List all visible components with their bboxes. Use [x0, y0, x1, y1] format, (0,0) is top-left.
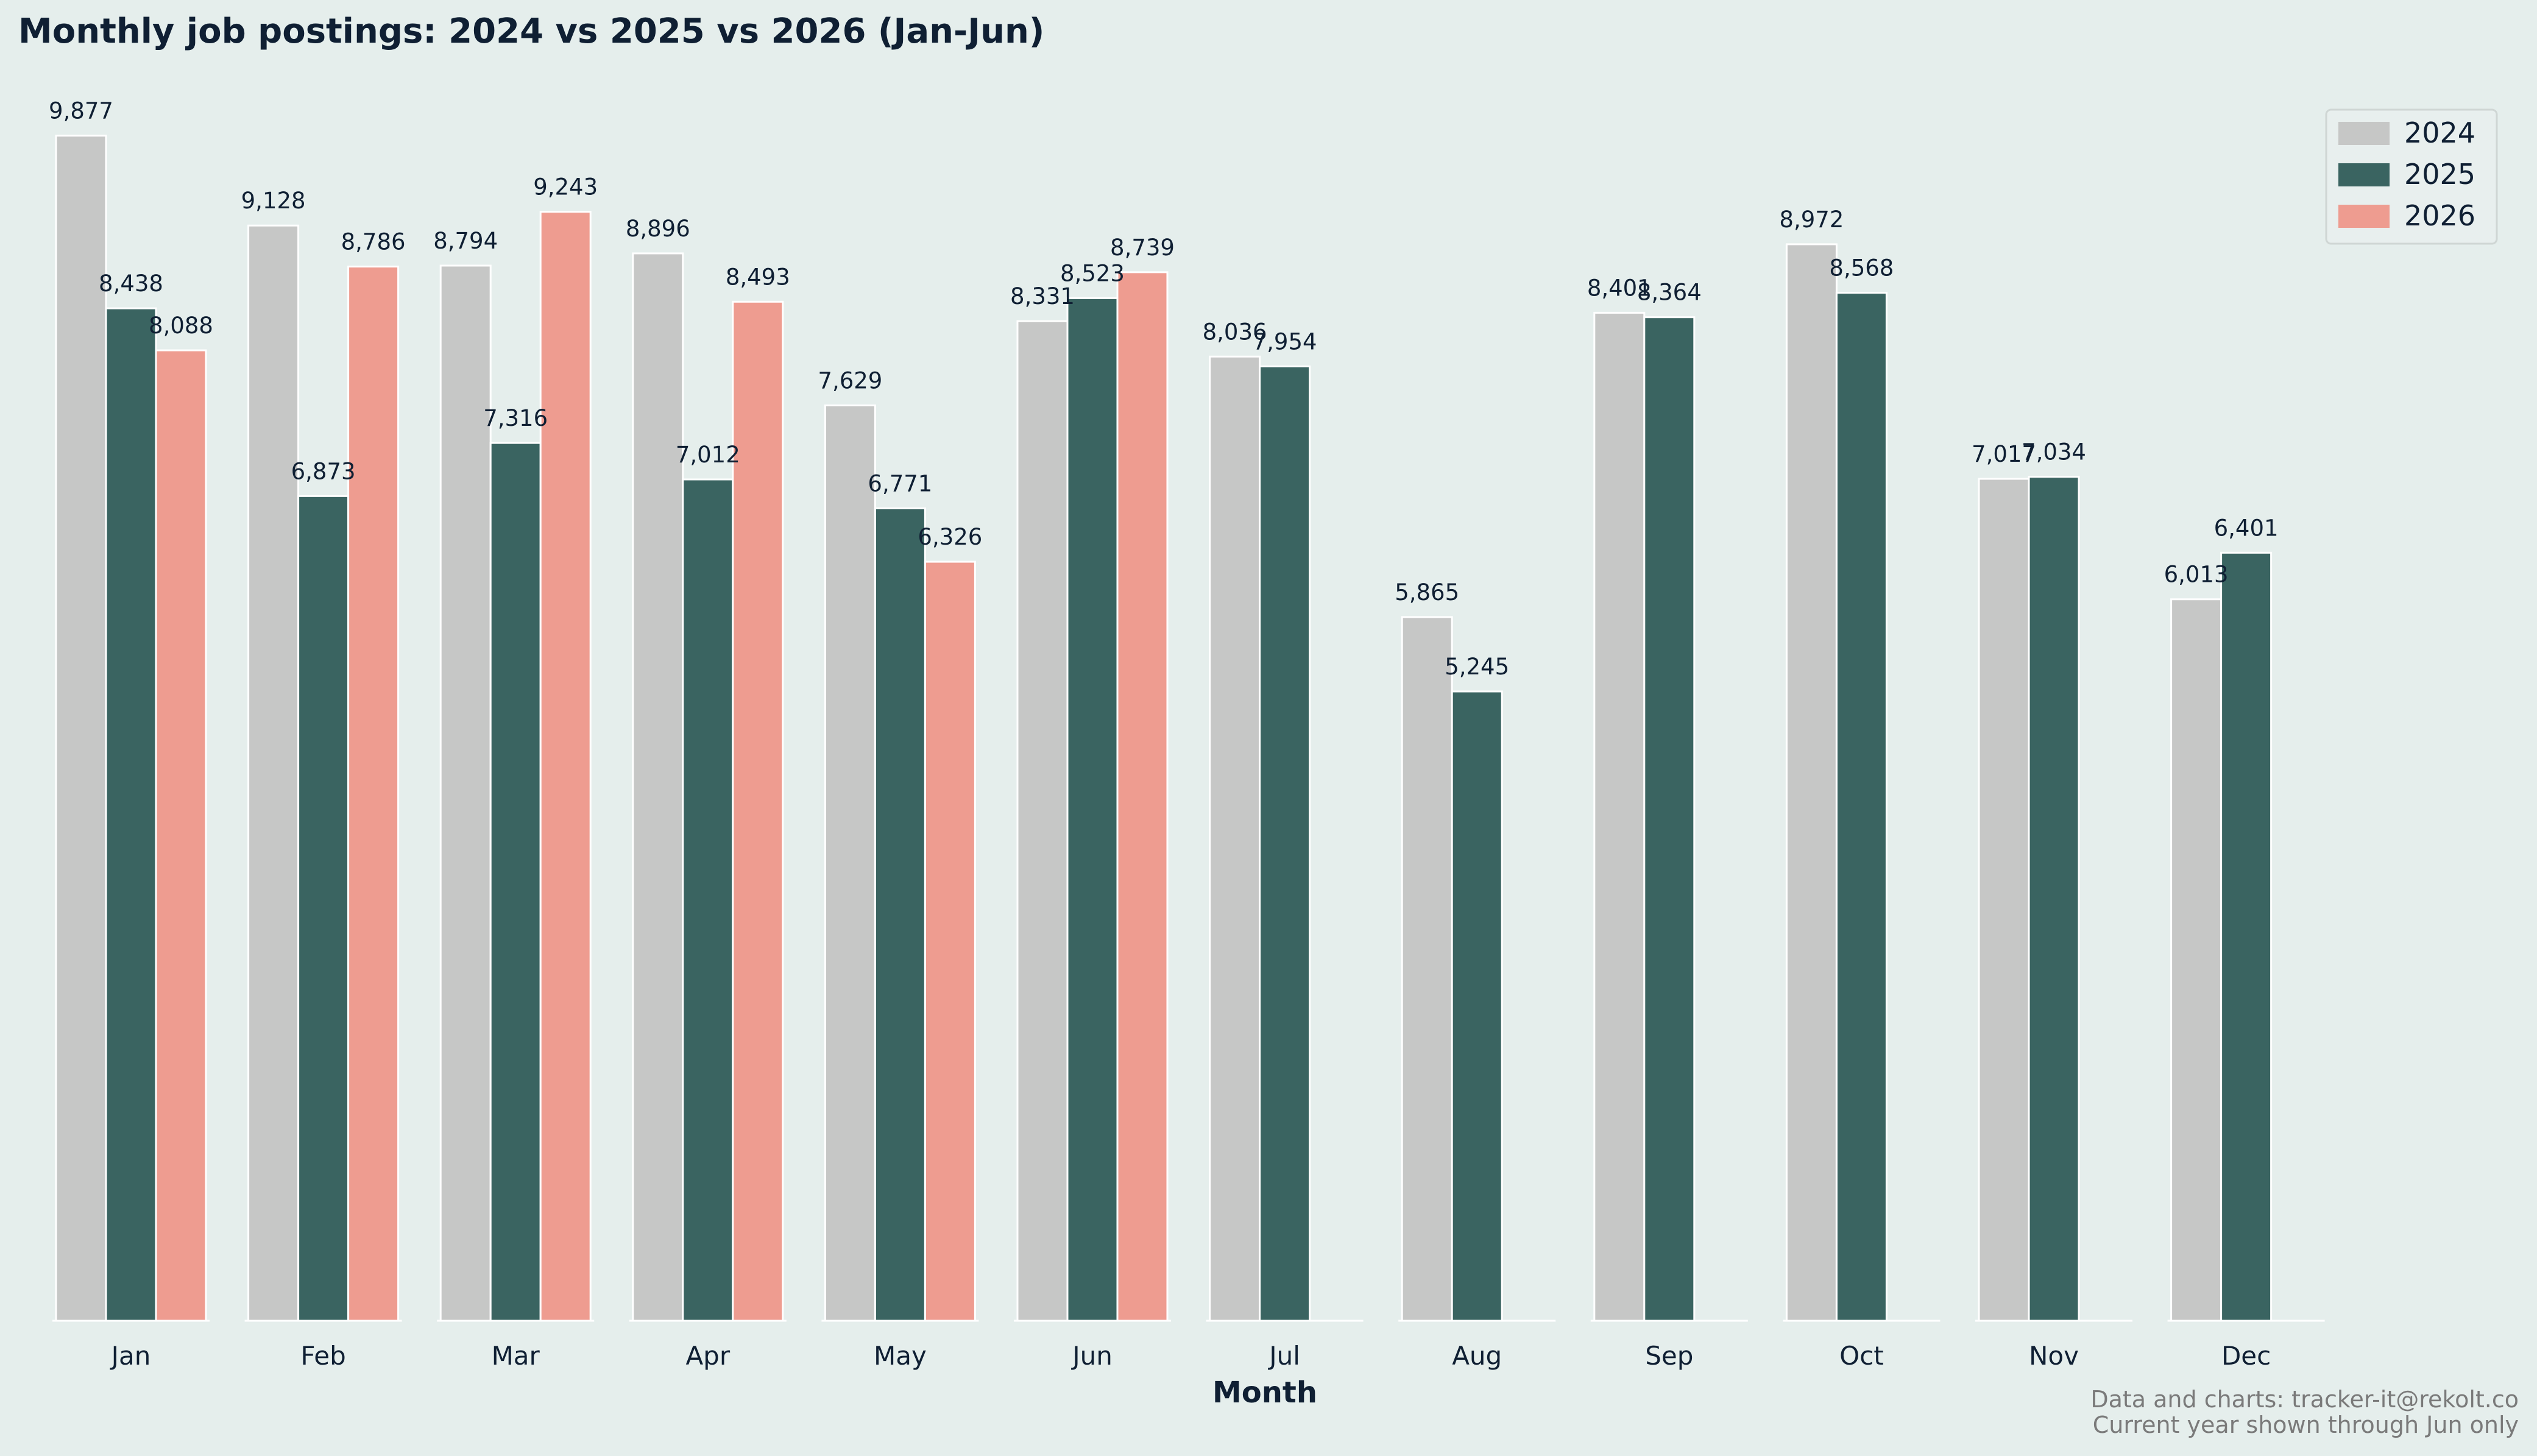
value-label-2024-may: 7,629 — [818, 367, 882, 394]
bar-2025-may — [874, 507, 926, 1322]
value-label-2025-sep: 8,364 — [1637, 280, 1702, 306]
value-label-2024-sep: 8,401 — [1587, 275, 1652, 301]
bar-2025-feb — [297, 495, 350, 1322]
value-label-2024-jul: 8,036 — [1203, 319, 1267, 345]
bars-layer — [52, 135, 2325, 1322]
value-label-2025-mar: 7,316 — [483, 405, 548, 431]
value-label-2024-oct: 8,972 — [1779, 207, 1844, 233]
bar-2026-may — [924, 560, 976, 1322]
bar-2024-oct — [1785, 243, 1838, 1322]
x-tick-apr: Apr — [685, 1341, 730, 1371]
value-label-2025-apr: 7,012 — [676, 442, 740, 468]
bar-2025-jun — [1066, 297, 1119, 1322]
legend-swatch-2024 — [2338, 122, 2390, 145]
bar-2025-oct — [1835, 292, 1888, 1322]
value-label-2025-jun: 8,523 — [1060, 260, 1125, 286]
bar-2024-jun — [1016, 320, 1069, 1322]
bar-2025-nov — [2028, 476, 2080, 1322]
x-axis-label: Month — [1212, 1376, 1317, 1410]
value-label-2025-aug: 5,245 — [1445, 654, 1509, 680]
bar-2025-apr — [682, 478, 734, 1322]
value-label-2024-nov: 7,017 — [1972, 441, 2036, 467]
bar-2025-jul — [1259, 365, 1311, 1322]
x-tick-oct: Oct — [1839, 1341, 1884, 1371]
x-tick-dec: Dec — [2221, 1341, 2271, 1371]
value-label-2026-jun: 8,739 — [1110, 235, 1175, 261]
value-label-2024-dec: 6,013 — [2164, 562, 2229, 588]
bar-2024-apr — [632, 252, 684, 1322]
value-labels-layer: 9,877 9,128 8,794 8,896 7,629 8,331 8,036 5,865… — [49, 98, 2279, 680]
value-label-2024-feb: 9,128 — [241, 188, 306, 214]
value-label-2024-jan: 9,877 — [49, 98, 113, 124]
legend-label-2026: 2026 — [2404, 199, 2475, 232]
bar-2024-jan — [55, 135, 107, 1322]
bar-2025-mar — [489, 442, 542, 1322]
x-tick-mar: Mar — [492, 1341, 540, 1371]
footnote-line-2: Current year shown through Jun only — [2093, 1412, 2519, 1438]
value-label-2024-apr: 8,896 — [626, 216, 690, 242]
bar-2024-aug — [1401, 616, 1453, 1322]
x-tick-jun: Jun — [1070, 1341, 1113, 1371]
bar-2026-apr — [732, 300, 784, 1322]
x-tick-jan: Jan — [110, 1341, 151, 1371]
bar-2025-jan — [105, 307, 157, 1322]
bar-2024-sep — [1593, 311, 1646, 1322]
value-label-2024-jun: 8,331 — [1010, 283, 1075, 309]
value-label-2024-mar: 8,794 — [433, 228, 498, 254]
value-label-2025-jan: 8,438 — [99, 270, 163, 297]
value-label-2026-mar: 9,243 — [533, 174, 598, 200]
value-label-2024-aug: 5,865 — [1395, 579, 1459, 606]
value-label-2026-feb: 8,786 — [341, 229, 406, 255]
value-label-2026-may: 6,326 — [918, 524, 982, 550]
value-label-2025-dec: 6,401 — [2214, 515, 2279, 541]
bar-2026-mar — [539, 211, 592, 1322]
legend-label-2025: 2025 — [2404, 158, 2475, 191]
bar-2024-dec — [2170, 598, 2223, 1322]
legend: 2024 2025 2026 — [2325, 108, 2498, 245]
x-tick-feb: Feb — [300, 1341, 345, 1371]
legend-swatch-2026 — [2338, 205, 2390, 228]
bar-2026-jan — [155, 349, 207, 1322]
value-label-2026-jan: 8,088 — [149, 313, 213, 339]
x-tick-sep: Sep — [1645, 1341, 1693, 1371]
value-label-2025-nov: 7,034 — [2022, 439, 2086, 465]
x-tick-labels-layer: Jan Feb Mar Apr May Jun Jul Aug Sep Oct Nov Dec — [110, 1341, 2271, 1371]
bar-2026-jun — [1116, 271, 1169, 1322]
legend-label-2024: 2024 — [2404, 116, 2475, 149]
bar-2024-nov — [1978, 478, 2030, 1322]
value-label-2025-oct: 8,568 — [1829, 255, 1894, 281]
footnote-line-1: Data and charts: tracker-it@rekolt.co — [2090, 1386, 2519, 1413]
value-label-2026-apr: 8,493 — [726, 264, 790, 290]
bar-2025-aug — [1451, 690, 1503, 1322]
legend-swatch-2025 — [2338, 163, 2390, 186]
bar-2026-feb — [347, 266, 400, 1322]
bar-2024-jul — [1209, 355, 1261, 1322]
value-label-2025-jul: 7,954 — [1253, 328, 1317, 355]
bar-2024-may — [824, 404, 876, 1322]
bar-2024-feb — [247, 224, 300, 1322]
x-tick-aug: Aug — [1452, 1341, 1502, 1371]
x-tick-may: May — [874, 1341, 927, 1371]
bar-2024-mar — [439, 264, 492, 1322]
x-tick-jul: Jul — [1267, 1341, 1300, 1371]
bar-2025-sep — [1643, 316, 1696, 1322]
bar-2025-dec — [2220, 551, 2273, 1322]
x-tick-nov: Nov — [2029, 1341, 2079, 1371]
value-label-2025-may: 6,771 — [868, 470, 932, 497]
value-label-2025-feb: 6,873 — [291, 458, 356, 484]
chart-title: Monthly job postings: 2024 vs 2025 vs 20… — [18, 12, 1044, 51]
